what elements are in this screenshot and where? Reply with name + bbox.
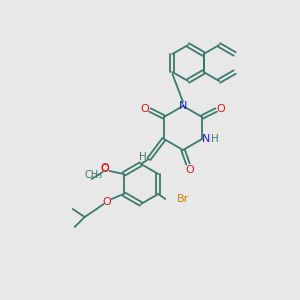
- Text: O: O: [217, 104, 225, 114]
- Text: N: N: [179, 101, 187, 111]
- Text: CH₃: CH₃: [85, 170, 103, 180]
- Text: N: N: [202, 134, 210, 144]
- Text: H: H: [211, 134, 219, 144]
- Text: O: O: [102, 197, 111, 207]
- Text: Br: Br: [177, 194, 190, 204]
- Text: O: O: [100, 164, 109, 174]
- Text: O: O: [141, 104, 149, 114]
- Text: O: O: [100, 163, 109, 173]
- Text: O: O: [186, 165, 194, 175]
- Text: H: H: [139, 152, 147, 162]
